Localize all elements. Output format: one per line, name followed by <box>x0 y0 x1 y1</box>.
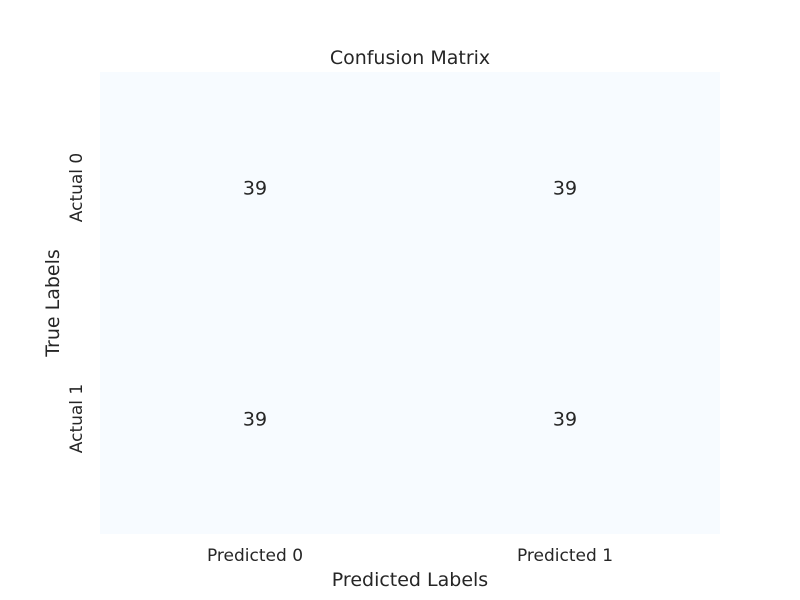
heatmap-cell-r1-c1 <box>410 303 720 534</box>
chart-title: Confusion Matrix <box>330 47 490 69</box>
x-tick-labels: Predicted 0 Predicted 1 <box>207 546 613 566</box>
y-tick-label: Actual 1 <box>67 384 87 453</box>
y-tick-labels: Actual 0 Actual 1 <box>67 153 87 453</box>
x-axis-label: Predicted Labels <box>332 569 488 591</box>
cell-value-r0-c1: 39 <box>553 178 577 200</box>
heatmap-cell-r0-c0 <box>100 72 410 303</box>
cell-value-r0-c0: 39 <box>243 178 267 200</box>
x-tick-label: Predicted 1 <box>517 546 613 566</box>
cell-value-r1-c0: 39 <box>243 409 267 431</box>
x-tick-label: Predicted 0 <box>207 546 303 566</box>
cell-value-r1-c1: 39 <box>553 409 577 431</box>
heatmap-cell-r1-c0 <box>100 303 410 534</box>
heatmap-cell-r0-c1 <box>410 72 720 303</box>
heatmap-cells <box>100 72 720 534</box>
y-tick-label: Actual 0 <box>67 153 87 222</box>
cell-annotations: 39 39 39 39 <box>243 178 577 431</box>
y-axis-label: True Labels <box>42 249 64 358</box>
